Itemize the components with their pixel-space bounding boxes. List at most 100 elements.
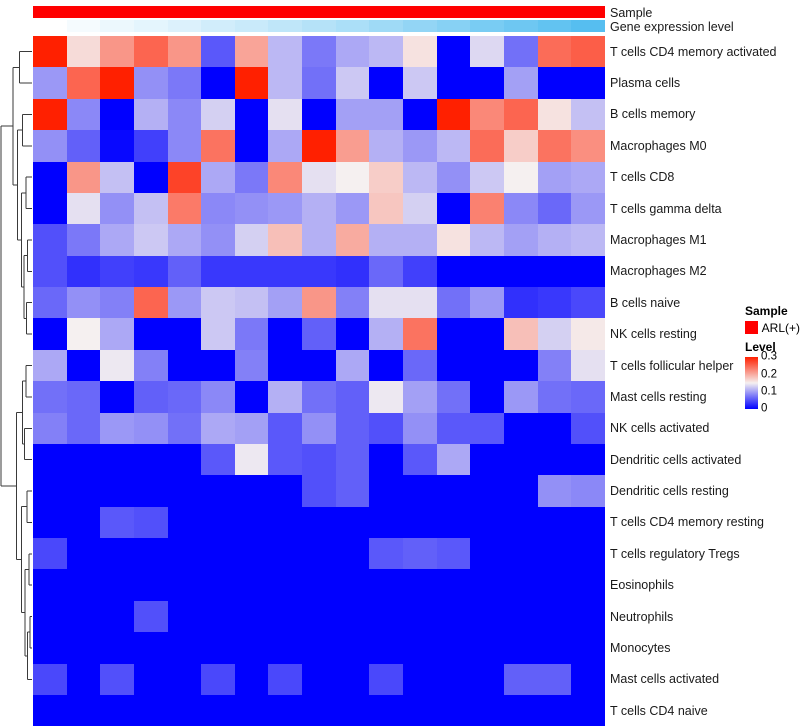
heatmap-cell [335,600,370,633]
heatmap-cell [537,287,572,319]
heatmap-cell [268,663,303,695]
heatmap-cell [335,475,370,507]
annotation-cell-sample [537,6,572,18]
heatmap-cell [100,130,134,162]
heatmap-cell [436,632,471,664]
heatmap-cell [403,318,437,350]
heatmap-cell [302,287,336,319]
annotation-cell-sample [335,6,370,18]
heatmap-cell [503,538,538,570]
heatmap-cell [503,192,538,225]
heatmap-cell [100,161,134,193]
heatmap-cell [335,287,370,319]
heatmap-cell [403,67,437,99]
heatmap-cell [436,130,471,162]
heatmap-cell [470,67,504,99]
heatmap-cell [369,349,404,382]
heatmap-cell [268,67,303,99]
heatmap-cell [571,412,605,444]
heatmap-cell [268,632,303,664]
heatmap-cell [335,255,370,287]
row-label: Monocytes [610,640,671,655]
heatmap-cell [537,98,572,131]
heatmap-cell [403,412,437,444]
heatmap-cell [201,255,235,287]
heatmap-cell [133,36,168,68]
annotation-label-gene-expression: Gene expression level [610,20,734,34]
heatmap-cell [302,318,336,350]
annotation-cell-gene-expression [335,20,370,32]
heatmap-cell [201,349,235,382]
heatmap-cell [33,255,67,287]
heatmap-cell [66,632,101,664]
heatmap-cell [268,192,303,225]
row-label: T cells CD8 [610,170,675,185]
heatmap-cell [133,255,168,287]
heatmap-cell [167,600,202,633]
heatmap-cell [100,475,134,507]
annotation-cell-sample [369,6,404,18]
heatmap-row [33,349,605,382]
heatmap-cell [470,36,504,68]
heatmap-cell [302,224,336,256]
heatmap-cell [571,443,605,476]
heatmap-cell [571,632,605,664]
annotation-cell-gene-expression [100,20,134,32]
heatmap-cell [369,224,404,256]
heatmap-cell [537,600,572,633]
heatmap-cell [403,255,437,287]
heatmap-row [33,538,605,570]
heatmap-cell [369,412,404,444]
heatmap-cell [470,224,504,256]
heatmap-cell [302,98,336,131]
heatmap-cell [268,98,303,131]
row-label: T cells follicular helper [610,358,734,373]
heatmap-cell [571,663,605,695]
heatmap-cell [302,475,336,507]
heatmap-cell [133,663,168,695]
heatmap-cell [167,412,202,444]
heatmap-cell [234,98,269,131]
heatmap-cell [403,663,437,695]
heatmap-cell [100,600,134,633]
heatmap-cell [403,192,437,225]
heatmap-cell [436,569,471,601]
heatmap-cell [403,600,437,633]
row-label: Neutrophils [610,609,674,624]
row-label: T cells CD4 naive [610,703,708,718]
heatmap-cell [201,538,235,570]
heatmap-cell [436,255,471,287]
heatmap-cell [470,506,504,538]
heatmap-row [33,161,605,193]
heatmap-cell [201,318,235,350]
heatmap-cell [167,192,202,225]
annotation-bar-sample [33,6,605,18]
annotation-cell-gene-expression [537,20,572,32]
annotation-label-sample: Sample [610,6,653,20]
heatmap-cell [470,412,504,444]
heatmap-cell [268,318,303,350]
heatmap-cell [335,349,370,382]
heatmap-cell [234,36,269,68]
heatmap-cell [133,224,168,256]
heatmap-row [33,506,605,538]
heatmap-cell [503,600,538,633]
heatmap-cell [436,192,471,225]
heatmap-cell [436,506,471,538]
heatmap-cell [133,287,168,319]
heatmap-cell [66,224,101,256]
row-label: Eosinophils [610,578,674,593]
heatmap-cell [503,349,538,382]
heatmap-cell [436,161,471,193]
heatmap-cell [201,224,235,256]
heatmap-cell [167,98,202,131]
heatmap-cell [403,381,437,413]
heatmap-cell [133,600,168,633]
heatmap-cell [100,412,134,444]
heatmap-cell [470,318,504,350]
heatmap-cell [335,130,370,162]
heatmap-cell [133,349,168,382]
row-label: T cells CD4 memory resting [610,515,764,530]
legend-ticks-level: 0.3 0.2 0.1 0 [761,351,793,414]
heatmap-cell [335,506,370,538]
